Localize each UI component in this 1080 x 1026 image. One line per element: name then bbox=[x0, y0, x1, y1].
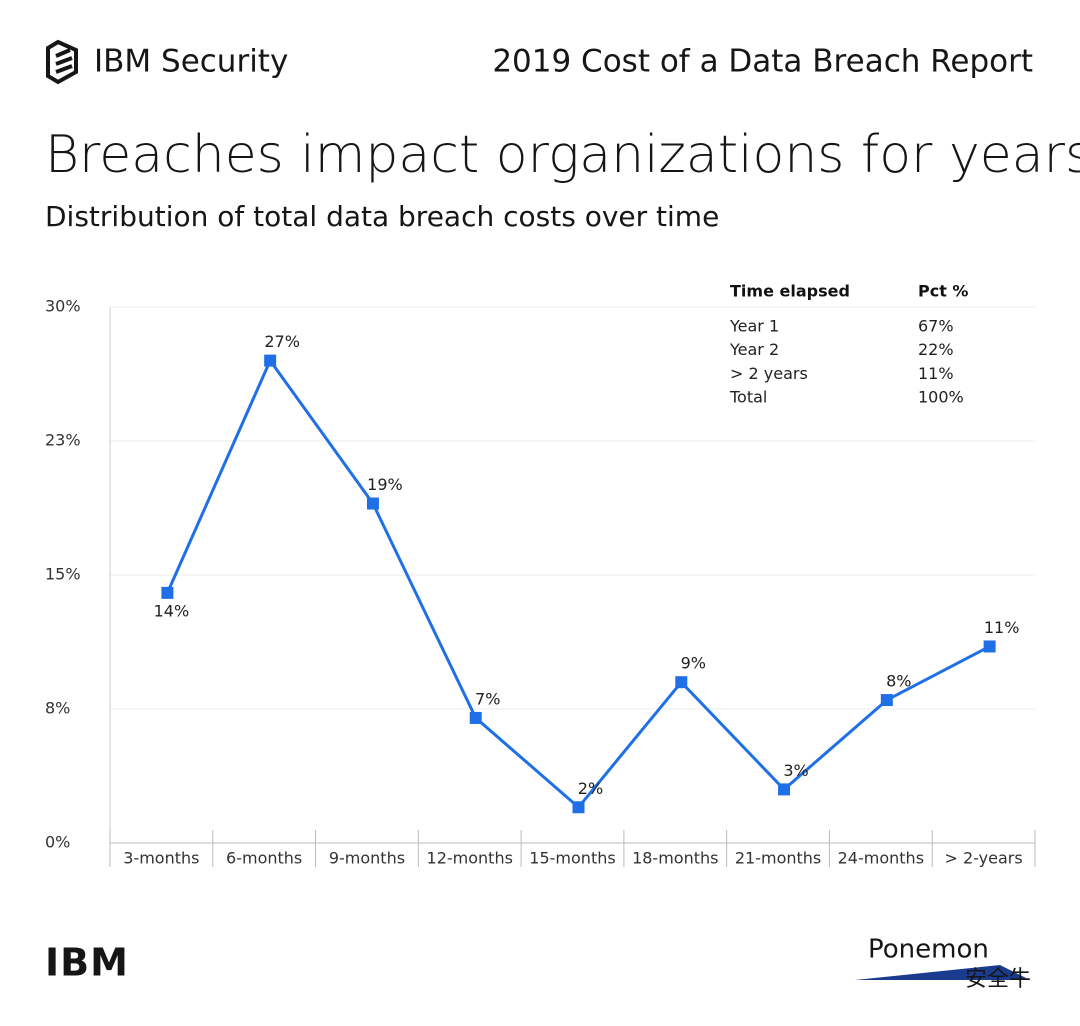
table-cell: Total bbox=[729, 388, 767, 407]
data-label: 3% bbox=[783, 761, 808, 780]
x-tick-label: 21-months bbox=[735, 849, 821, 868]
data-label: 8% bbox=[886, 672, 911, 691]
table-header: Time elapsed bbox=[730, 282, 850, 301]
point bbox=[161, 586, 174, 599]
table-header: Pct % bbox=[918, 282, 968, 301]
x-tick-label: 15-months bbox=[529, 849, 615, 868]
x-tick-label: 6-months bbox=[226, 849, 302, 868]
x-tick-label: 12-months bbox=[427, 849, 513, 868]
table-cell: Year 1 bbox=[729, 317, 779, 336]
point bbox=[572, 801, 585, 814]
point bbox=[264, 354, 277, 367]
x-tick-label: 9-months bbox=[329, 849, 405, 868]
data-label: 19% bbox=[367, 475, 403, 494]
table-cell: > 2 years bbox=[730, 364, 808, 383]
x-tick-label: > 2-years bbox=[945, 849, 1023, 868]
logo-icon bbox=[46, 39, 78, 85]
report-title: 2019 Cost of a Data Breach Report bbox=[492, 44, 1033, 80]
x-tick-label: 24-months bbox=[838, 849, 924, 868]
footer-logo: IBM bbox=[45, 941, 129, 985]
data-label: 9% bbox=[681, 654, 706, 673]
x-tick-label: 18-months bbox=[632, 849, 718, 868]
y-tick-label: 8% bbox=[45, 699, 70, 718]
chart-title: Breaches impact organizations for years bbox=[45, 125, 1080, 185]
point bbox=[366, 497, 379, 510]
table-cell: 22% bbox=[918, 340, 954, 359]
point bbox=[983, 640, 996, 653]
table-cell: 67% bbox=[918, 317, 954, 336]
watermark: 安全牛 bbox=[965, 967, 1031, 992]
y-tick-label: 23% bbox=[45, 431, 81, 450]
table-cell: 11% bbox=[918, 364, 954, 383]
data-label: 7% bbox=[475, 689, 500, 708]
data-label: 14% bbox=[154, 601, 190, 620]
point bbox=[469, 711, 482, 724]
data-label: 11% bbox=[984, 618, 1020, 637]
brand: IBM Security bbox=[94, 44, 288, 80]
point bbox=[880, 694, 893, 707]
point bbox=[778, 783, 791, 796]
y-tick-label: 30% bbox=[45, 297, 81, 316]
y-tick-label: 0% bbox=[45, 833, 70, 852]
table-cell: 100% bbox=[918, 388, 964, 407]
data-label: 2% bbox=[578, 779, 603, 798]
data-label: 27% bbox=[264, 332, 300, 351]
y-tick-label: 15% bbox=[45, 565, 81, 584]
ponemon-swoosh bbox=[855, 965, 1030, 980]
table-cell: Year 2 bbox=[729, 340, 779, 359]
line bbox=[166, 357, 991, 810]
point bbox=[675, 676, 688, 689]
chart-subtitle: Distribution of total data breach costs … bbox=[45, 200, 719, 233]
x-tick-label: 3-months bbox=[123, 849, 199, 868]
footer-ponemon: Ponemon bbox=[868, 935, 989, 965]
